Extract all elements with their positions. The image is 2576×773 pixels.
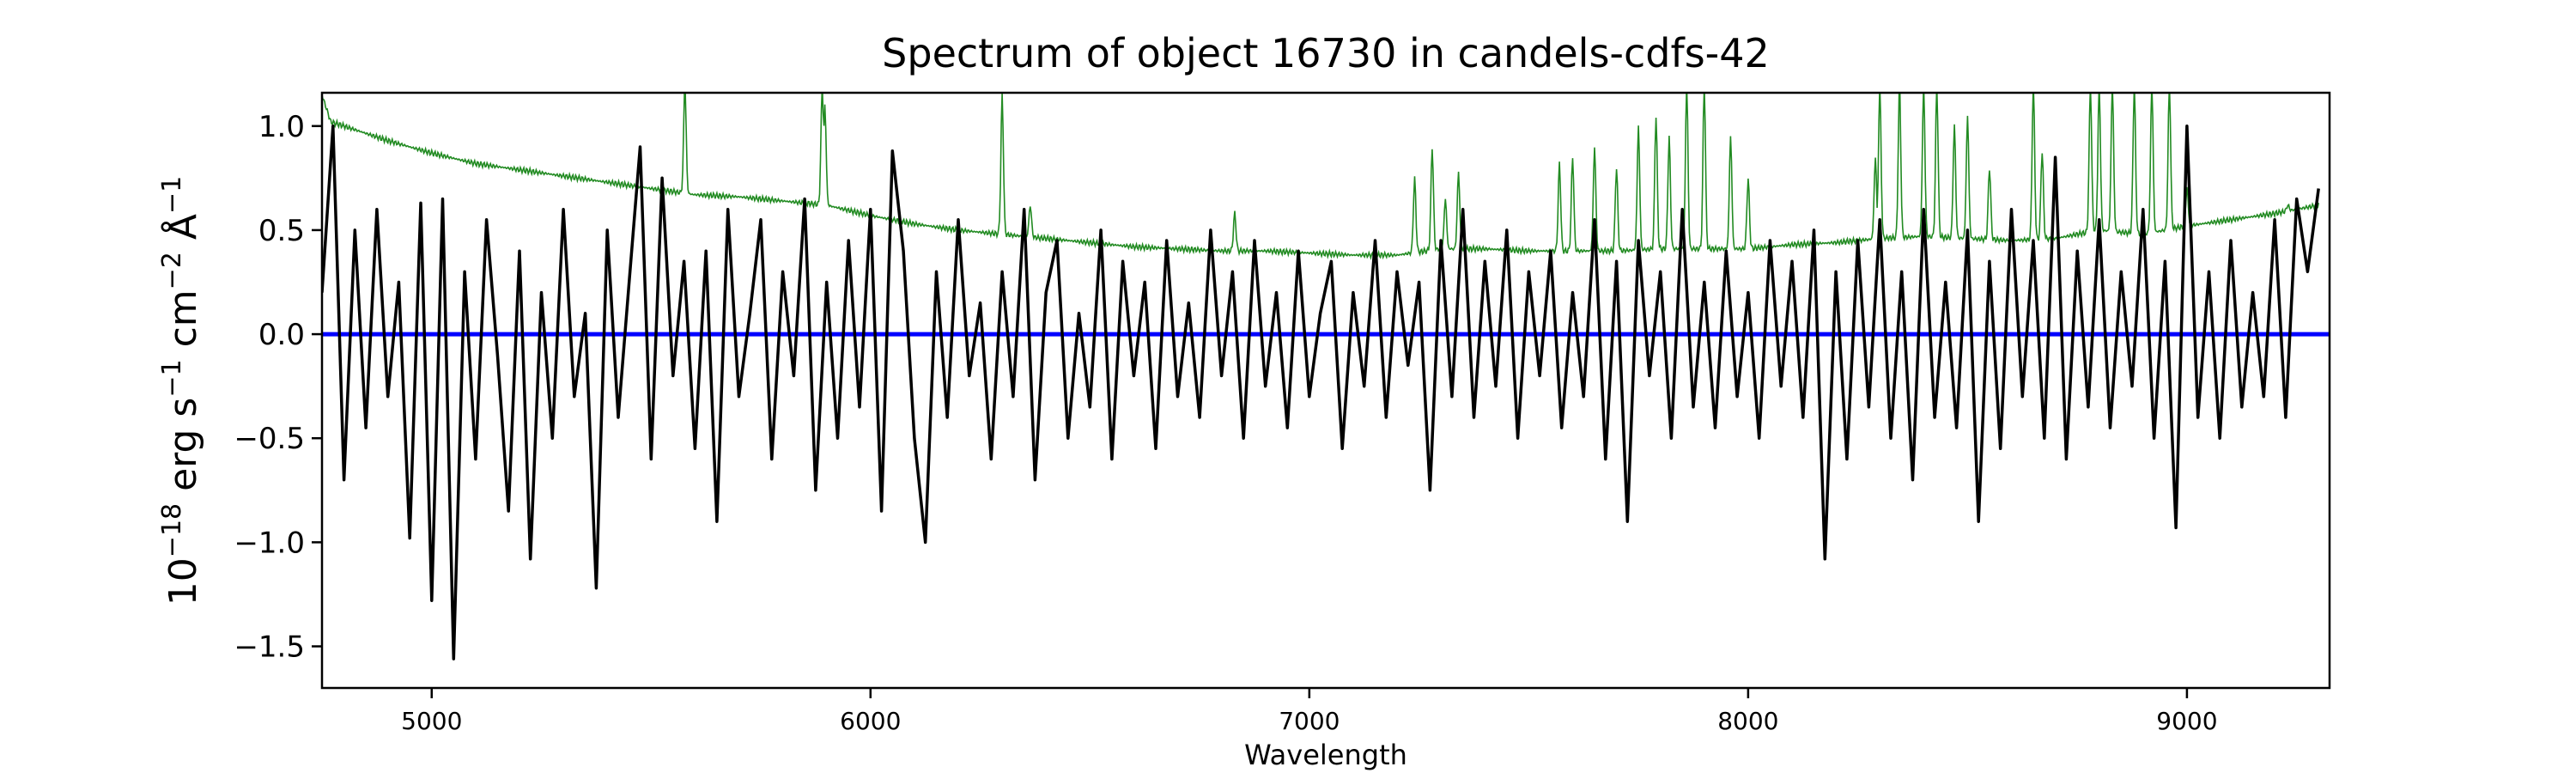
x-tick-label: 5000 (401, 707, 462, 735)
flux-spectrum-line (322, 125, 2320, 660)
plot-frame (320, 91, 2331, 690)
x-tick-label: 8000 (1717, 707, 1778, 735)
x-tick-label: 9000 (2156, 707, 2217, 735)
y-axis-label: 10−18 erg s−1 cm−2 Å−1 (157, 176, 205, 606)
y-tick-label: 0.5 (258, 214, 305, 248)
x-axis-label: Wavelength (1244, 739, 1407, 771)
x-tick-label: 7000 (1279, 707, 1340, 735)
y-tick-label: −1.0 (234, 526, 305, 560)
x-tick-label: 6000 (840, 707, 901, 735)
y-tick-label: 1.0 (258, 110, 305, 144)
y-tick-label: −0.5 (234, 422, 305, 456)
y-axis: −1.5 −1.0 −0.5 0.0 0.5 1.0 (234, 110, 322, 665)
y-tick-label: 0.0 (258, 318, 305, 352)
y-tick-label: −1.5 (234, 630, 305, 665)
x-axis: 5000 6000 7000 8000 9000 (401, 688, 2218, 735)
error-spectrum-line (322, 93, 2319, 261)
chart-title: Spectrum of object 16730 in candels-cdfs… (882, 30, 1770, 76)
